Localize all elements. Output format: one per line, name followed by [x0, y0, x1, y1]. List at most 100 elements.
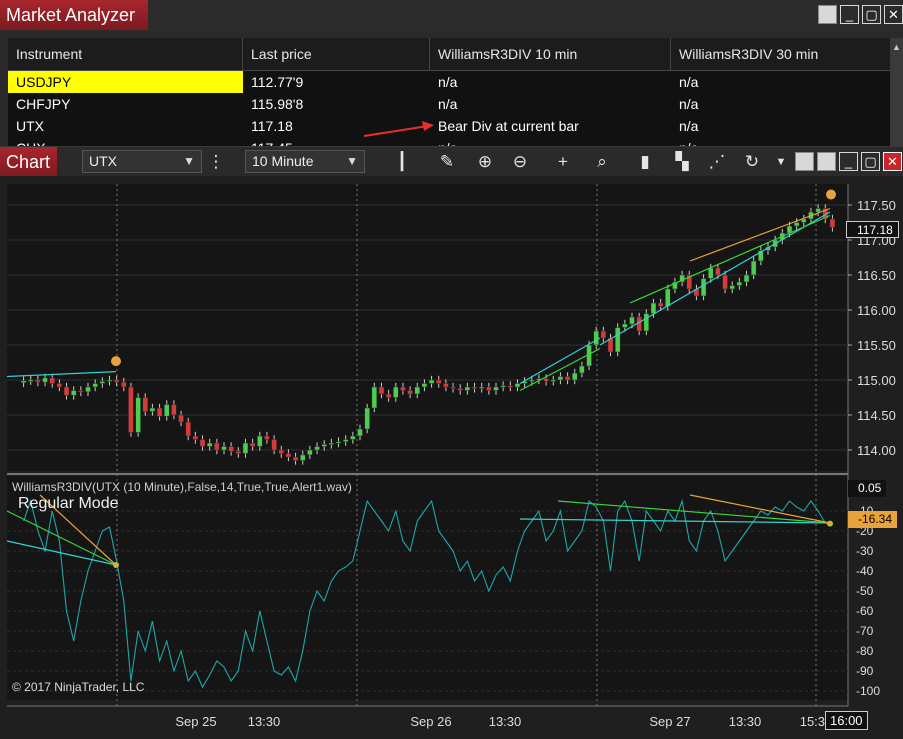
- instrument-cell: CHFJPY: [16, 96, 71, 112]
- time-tick-label: Sep 25: [175, 714, 216, 729]
- bar-type-icon[interactable]: ┃: [396, 152, 408, 171]
- crosshair-icon[interactable]: +: [558, 152, 568, 171]
- minimize-button[interactable]: _: [840, 5, 859, 24]
- candle: [350, 435, 356, 440]
- close-icon: ✕: [888, 7, 899, 22]
- candle: [736, 281, 743, 286]
- candle: [314, 446, 320, 451]
- price-tick-label: 117.50: [857, 198, 896, 213]
- candle: [743, 274, 750, 283]
- strategies-icon[interactable]: ⋰: [708, 152, 726, 171]
- price-panel: [7, 184, 848, 471]
- candle: [650, 302, 657, 314]
- candle: [514, 383, 521, 388]
- candle: [571, 372, 578, 381]
- templates-icon[interactable]: ▚: [675, 152, 689, 171]
- signal-dot: [113, 562, 119, 568]
- candle: [35, 379, 41, 383]
- candle: [163, 404, 170, 417]
- search-instrument-icon[interactable]: ⋮: [207, 152, 225, 171]
- candle: [292, 456, 299, 461]
- grid-scrollbar[interactable]: ▲: [890, 38, 903, 148]
- williams-10-cell: Bear Div at current bar: [438, 118, 579, 134]
- signal-dot: [826, 189, 836, 200]
- zoom-out-icon[interactable]: ⊖: [512, 152, 528, 171]
- candle: [321, 444, 327, 447]
- candle: [221, 446, 227, 451]
- zoom-in-icon[interactable]: ⊕: [477, 152, 493, 171]
- market-analyzer-window-buttons: _ ▢ ✕: [818, 5, 903, 24]
- candle: [378, 386, 385, 395]
- data-box-icon[interactable]: ⌕: [597, 152, 607, 171]
- link-icon[interactable]: [818, 5, 837, 24]
- instrument-select-value: UTX: [89, 153, 117, 169]
- candle: [829, 218, 836, 228]
- indicator-divergence-line: [519, 518, 831, 524]
- indicator-divergence-line: [6, 510, 117, 566]
- price-chart[interactable]: 117.50117.00116.50116.00115.50115.00114.…: [0, 176, 903, 739]
- divergence-line: [689, 207, 831, 262]
- candle: [235, 451, 242, 454]
- close-button[interactable]: ✕: [884, 5, 903, 24]
- instrument-select[interactable]: UTX ▼: [82, 150, 202, 173]
- indicator-divergence-line: [39, 494, 117, 566]
- candle: [557, 376, 564, 381]
- candle: [672, 281, 678, 290]
- column-header-williams-30[interactable]: WilliamsR3DIV 30 min: [679, 46, 819, 62]
- maximize-button[interactable]: ▢: [861, 152, 880, 171]
- minimize-icon: _: [845, 7, 854, 22]
- candle: [106, 379, 113, 382]
- candle: [20, 380, 27, 384]
- bars-icon[interactable]: ▮: [640, 152, 650, 171]
- table-row[interactable]: CHFJPY 115.98'8 n/a n/a: [8, 93, 890, 115]
- candle: [285, 453, 292, 458]
- price-tick-label: 114.50: [857, 408, 896, 423]
- scroll-up-icon[interactable]: ▲: [892, 42, 901, 52]
- candle: [629, 316, 635, 325]
- candle: [414, 386, 421, 395]
- indicator-tick-label: -100: [856, 684, 880, 698]
- candle: [722, 274, 728, 290]
- candle: [529, 379, 535, 382]
- close-icon: ✕: [887, 154, 898, 169]
- table-row[interactable]: UTX 117.18 Bear Div at current bar n/a: [8, 115, 890, 137]
- tab-icon[interactable]: [817, 152, 836, 171]
- candle: [278, 449, 285, 454]
- candle: [92, 383, 98, 388]
- candle: [156, 407, 163, 417]
- candle: [257, 435, 263, 447]
- copyright-text: © 2017 NinjaTrader, LLC: [12, 680, 145, 694]
- column-header-williams-10[interactable]: WilliamsR3DIV 10 min: [430, 38, 671, 71]
- candle: [478, 386, 485, 389]
- current-price-marker: 117.18: [846, 221, 899, 238]
- candle: [249, 442, 256, 447]
- candle: [493, 386, 499, 391]
- candle: [607, 337, 614, 353]
- candle: [564, 376, 571, 381]
- pencil-icon[interactable]: ✎: [439, 152, 455, 171]
- maximize-button[interactable]: ▢: [862, 5, 881, 24]
- link-icon[interactable]: [795, 152, 814, 171]
- indicator-divergence-line: [689, 494, 831, 524]
- last-price-cell: 117.18: [251, 118, 293, 134]
- candle: [758, 250, 764, 262]
- candle: [435, 379, 442, 384]
- williams-10-cell: n/a: [438, 96, 458, 112]
- column-header-last-price[interactable]: Last price: [243, 38, 430, 71]
- dropdown-icon[interactable]: ▼: [775, 156, 787, 168]
- reload-icon[interactable]: ↻: [744, 152, 760, 171]
- candle: [421, 383, 428, 388]
- close-button[interactable]: ✕: [883, 152, 902, 171]
- candle: [142, 397, 149, 412]
- divergence-line: [519, 337, 601, 385]
- table-row[interactable]: USDJPY 112.77'9 n/a n/a: [8, 71, 890, 93]
- interval-select[interactable]: 10 Minute ▼: [245, 150, 365, 173]
- column-header-instrument[interactable]: Instrument: [8, 38, 243, 71]
- minimize-button[interactable]: _: [839, 152, 858, 171]
- candle: [78, 390, 84, 393]
- table-row[interactable]: CHX 117.45 n/a n/a: [8, 137, 890, 148]
- last-price-cell: 117.45: [251, 140, 293, 148]
- candle: [614, 327, 621, 353]
- indicator-tick-label: -40: [856, 564, 874, 578]
